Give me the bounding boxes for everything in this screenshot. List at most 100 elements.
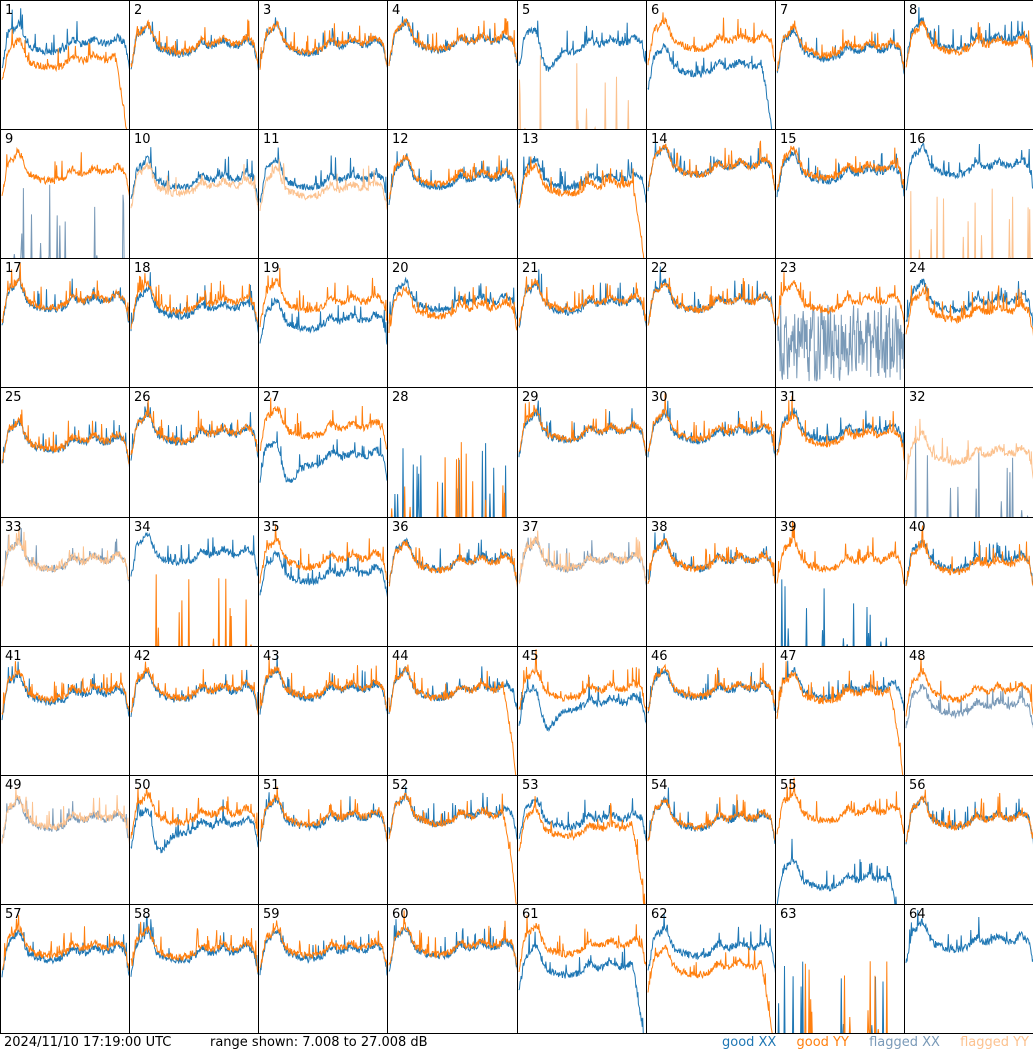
panel-50-plot [130,787,258,854]
panel-35-yy-line [259,524,387,584]
panel-23-plot [776,272,904,382]
panel-48-plot [905,657,1033,729]
range-text: range shown: 7.008 to 27.008 dB [210,1035,428,1050]
panel-label: 44 [392,649,409,664]
panel-31: 31 [775,387,905,518]
panel-6-plot [647,12,775,129]
panel-45-plot [518,649,646,733]
panel-36-plot [388,537,517,588]
panel-label: 2 [134,3,143,18]
panel-10: 10 [129,129,259,259]
panel-43: 43 [258,646,388,776]
panel-label: 60 [392,907,409,922]
panel-39-plot [776,520,904,646]
panel-9: 9 [0,129,130,259]
panel-label: 8 [909,3,918,18]
panel-label: 30 [651,390,668,405]
panel-26-plot [130,399,258,461]
panel-label: 19 [263,261,280,276]
panel-label: 26 [134,390,151,405]
panel-53-yy-line [518,796,646,904]
panel-50: 50 [129,775,259,905]
panel-16: 16 [904,129,1033,259]
panel-label: 45 [522,649,539,664]
panel-4-yy-line [388,18,517,67]
panel-42-yy-line [130,661,258,717]
panel-13-yy-line [518,156,645,258]
panel-11-xx-line [259,147,387,203]
panel-24-yy-line [905,284,1033,337]
panel-label: 61 [522,907,539,922]
panel-3-plot [259,17,387,70]
panel-8-plot [905,7,1033,68]
panel-29-plot [518,400,646,458]
panel-58: 58 [129,904,259,1034]
panel-1-xx-line [1,8,129,70]
panel-8-yy-line [905,19,1033,68]
panel-29-yy-line [518,401,646,457]
panel-61: 61 [517,904,647,1034]
panel-label: 18 [134,261,151,276]
panel-label: 9 [5,132,14,147]
panel-55: 55 [775,775,905,905]
panel-49: 49 [0,775,130,905]
panel-label: 16 [909,132,926,147]
panel-label: 20 [392,261,409,276]
panel-62-plot [647,913,775,1033]
panel-17-yy-line [1,262,129,323]
panel-34-yy-line [155,574,252,646]
panel-46-yy-line [647,662,775,712]
panel-28: 28 [387,387,518,518]
panel-24-xx-line [905,278,1033,328]
panel-57-yy-line [1,915,129,972]
panel-31-yy-line [776,395,904,462]
panel-48-yy-line [905,657,1033,717]
panel-7: 7 [775,0,905,130]
panel-30-plot [647,393,775,459]
panel-label: 42 [134,649,151,664]
panel-54: 54 [646,775,776,905]
panel-label: 38 [651,520,668,535]
panel-45: 45 [517,646,647,776]
panel-18: 18 [129,258,259,388]
panel-33: 33 [0,517,130,647]
panel-label: 31 [780,390,797,405]
panel-10-xx-line [130,147,258,203]
panel-label: 56 [909,778,926,793]
panel-label: 33 [5,520,22,535]
panel-30-yy-line [647,393,775,453]
panel-label: 54 [651,778,668,793]
panel-64: 64 [904,904,1033,1034]
panel-47: 47 [775,646,905,776]
panel-39-yy-line [776,520,904,585]
panel-42-xx-line [130,668,258,718]
panel-9-plot [1,146,129,258]
panel-51: 51 [258,775,388,905]
panel-10-plot [130,147,258,211]
panel-2-plot [130,19,258,71]
panel-25: 25 [0,387,130,518]
panel-49-plot [1,787,129,845]
panel-16-plot [905,142,1033,258]
panel-26-yy-line [130,399,258,456]
panel-38: 38 [646,517,776,647]
panel-label: 35 [263,520,280,535]
panel-15-xx-line [776,147,904,198]
panel-8-xx-line [905,7,1033,64]
panel-label: 53 [522,778,539,793]
panel-label: 34 [134,520,151,535]
panel-43-yy-line [259,657,387,710]
panel-label: 27 [263,390,280,405]
panel-label: 40 [909,520,926,535]
panel-62: 62 [646,904,776,1034]
panel-5: 5 [517,0,647,130]
panel-47-yy-line [776,661,904,775]
panel-20-yy-line [388,285,517,334]
panel-64-xx-line [905,909,1033,964]
panel-43-plot [259,654,387,715]
panel-11-yy-line [259,158,387,211]
panel-30: 30 [646,387,776,518]
panel-40-yy-line [905,525,1033,587]
panel-36: 36 [387,517,518,647]
panel-27-xx-line [259,431,387,483]
